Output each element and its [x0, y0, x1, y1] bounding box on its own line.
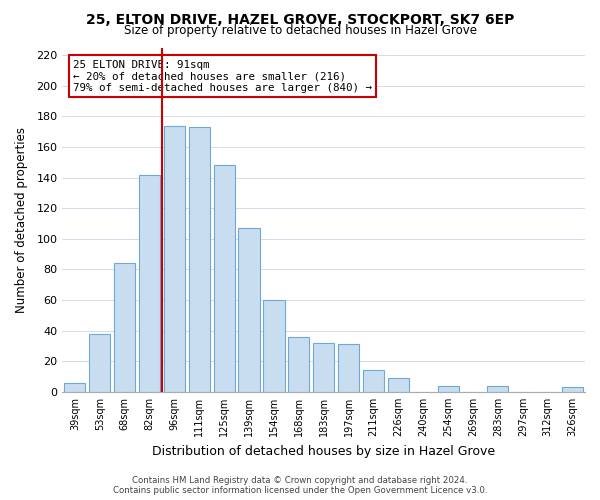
- Text: 25 ELTON DRIVE: 91sqm
← 20% of detached houses are smaller (216)
79% of semi-det: 25 ELTON DRIVE: 91sqm ← 20% of detached …: [73, 60, 372, 93]
- Bar: [64, 382, 85, 392]
- Bar: [89, 334, 110, 392]
- Bar: [388, 378, 409, 392]
- Text: 25, ELTON DRIVE, HAZEL GROVE, STOCKPORT, SK7 6EP: 25, ELTON DRIVE, HAZEL GROVE, STOCKPORT,…: [86, 12, 514, 26]
- Bar: [139, 174, 160, 392]
- Bar: [313, 343, 334, 392]
- Bar: [363, 370, 384, 392]
- Bar: [238, 228, 260, 392]
- Text: Size of property relative to detached houses in Hazel Grove: Size of property relative to detached ho…: [124, 24, 476, 37]
- Bar: [164, 126, 185, 392]
- X-axis label: Distribution of detached houses by size in Hazel Grove: Distribution of detached houses by size …: [152, 444, 495, 458]
- Bar: [263, 300, 284, 392]
- Bar: [114, 264, 135, 392]
- Bar: [487, 386, 508, 392]
- Bar: [562, 388, 583, 392]
- Bar: [288, 337, 310, 392]
- Bar: [189, 127, 210, 392]
- Bar: [214, 166, 235, 392]
- Y-axis label: Number of detached properties: Number of detached properties: [15, 126, 28, 312]
- Bar: [338, 344, 359, 392]
- Text: Contains HM Land Registry data © Crown copyright and database right 2024.
Contai: Contains HM Land Registry data © Crown c…: [113, 476, 487, 495]
- Bar: [437, 386, 459, 392]
